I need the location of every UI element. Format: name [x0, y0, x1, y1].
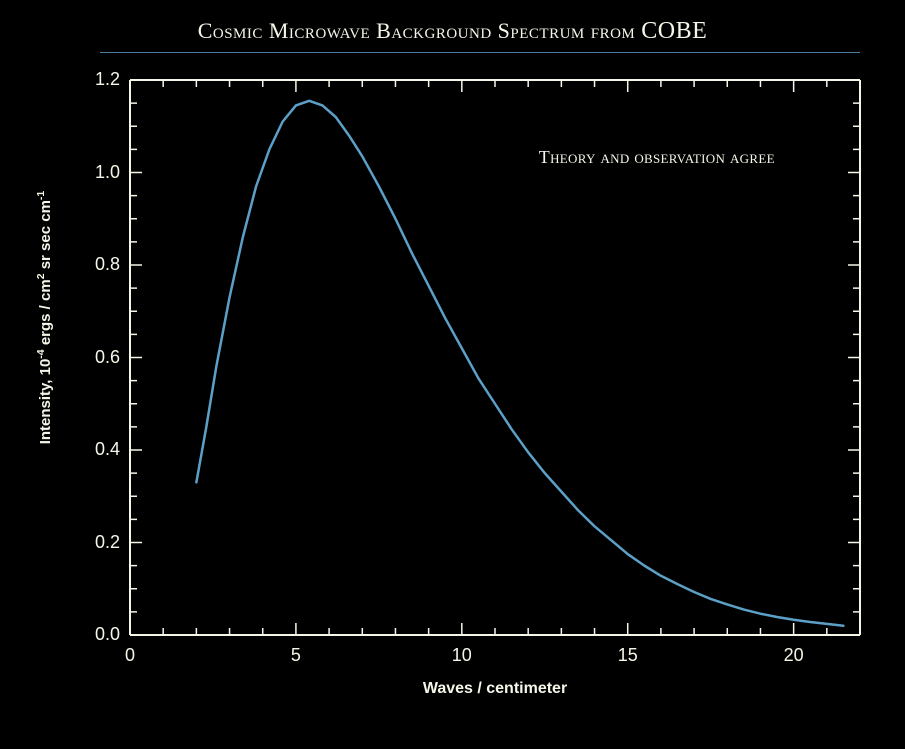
- y-tick-label: 0.6: [70, 347, 120, 368]
- y-tick-label: 1.2: [70, 69, 120, 90]
- x-tick-label: 20: [774, 645, 814, 666]
- y-tick-label: 0.4: [70, 439, 120, 460]
- y-tick-label: 0.8: [70, 254, 120, 275]
- x-tick-label: 0: [110, 645, 150, 666]
- y-tick-label: 0.0: [70, 624, 120, 645]
- annotation-text: Theory and observation agree: [539, 147, 775, 168]
- y-tick-label: 0.2: [70, 532, 120, 553]
- plot-svg: [0, 0, 905, 749]
- y-axis-label: Intensity, 10-4 ergs / cm2 sr sec cm-1: [35, 90, 54, 545]
- x-tick-label: 10: [442, 645, 482, 666]
- y-tick-label: 1.0: [70, 162, 120, 183]
- y-axis-label-text: Intensity, 10-4 ergs / cm2 sr sec cm-1: [37, 191, 54, 445]
- chart-container: Cosmic Microwave Background Spectrum fro…: [0, 0, 905, 749]
- x-tick-label: 15: [608, 645, 648, 666]
- x-tick-label: 5: [276, 645, 316, 666]
- x-axis-label: Waves / centimeter: [130, 680, 860, 698]
